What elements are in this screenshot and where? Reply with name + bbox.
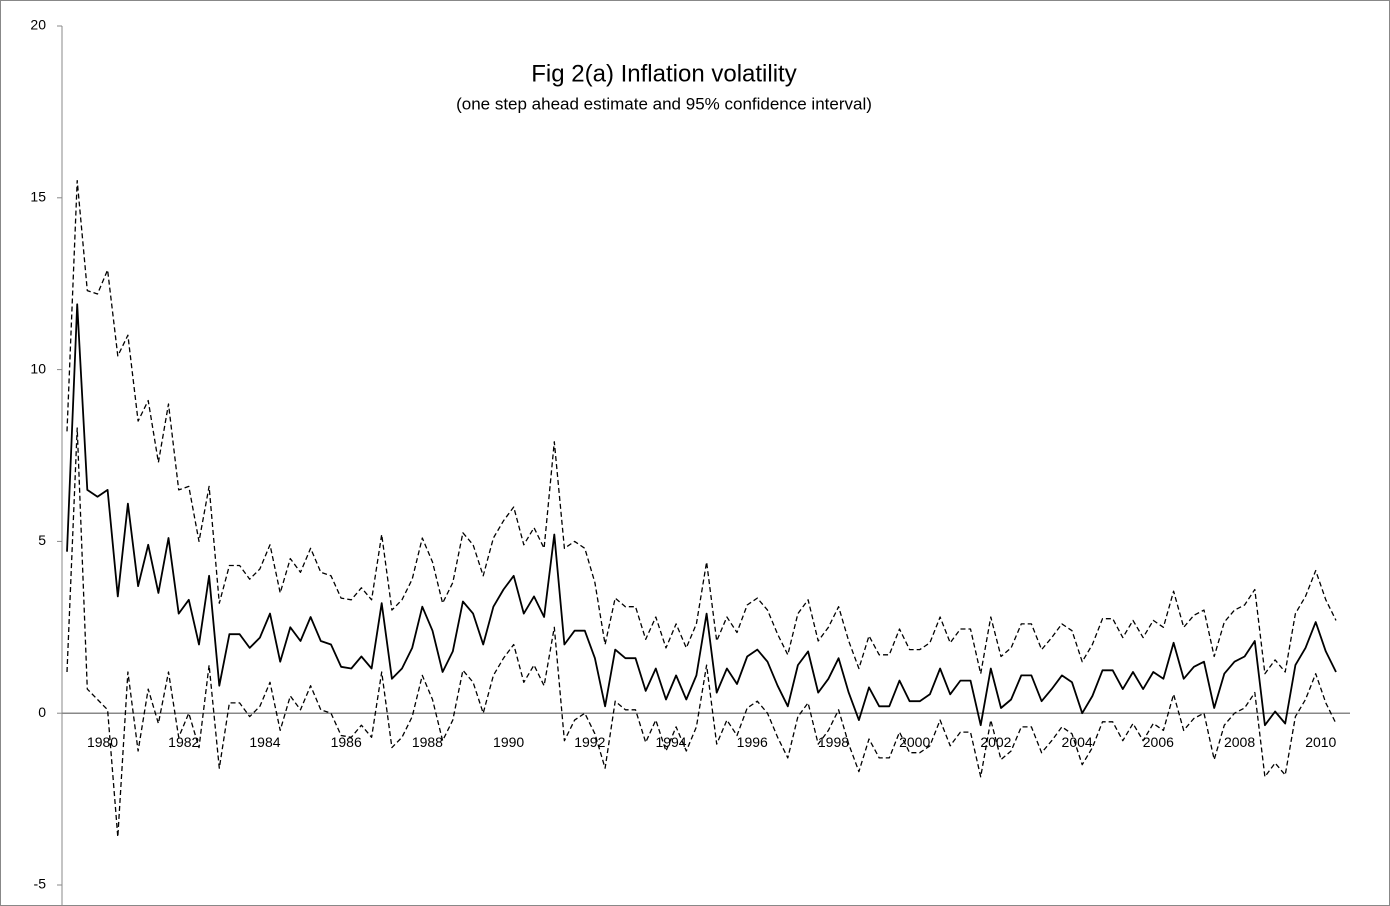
y-tick-label: 20 (30, 17, 46, 33)
estimate-line (66, 303, 1337, 727)
x-tick-label: 1994 (655, 734, 686, 750)
interval-line (66, 427, 1337, 838)
x-tick-label: 1980 (87, 734, 118, 750)
x-tick-label: 2004 (1062, 734, 1093, 750)
x-tick-label: 1990 (493, 734, 524, 750)
y-tick-label: -5 (34, 876, 47, 892)
y-tick-label: 10 (30, 360, 46, 376)
x-tick-label: 1984 (249, 734, 280, 750)
chart-subtitle: (one step ahead estimate and 95% confide… (456, 94, 872, 113)
x-tick-label: 1988 (412, 734, 443, 750)
chart-title: Fig 2(a) Inflation volatility (531, 60, 796, 87)
x-tick-label: 1998 (818, 734, 849, 750)
x-tick-label: 1982 (168, 734, 199, 750)
x-tick-label: 2010 (1305, 734, 1336, 750)
x-tick-label: 1986 (331, 734, 362, 750)
x-tick-label: 1992 (574, 734, 605, 750)
x-tick-label: 2000 (899, 734, 930, 750)
y-tick-label: 15 (30, 189, 46, 205)
y-tick-label: 0 (38, 704, 46, 720)
y-tick-label: 5 (38, 532, 46, 548)
x-tick-label: 2008 (1224, 734, 1255, 750)
x-tick-label: 2006 (1143, 734, 1174, 750)
x-tick-label: 1996 (737, 734, 768, 750)
